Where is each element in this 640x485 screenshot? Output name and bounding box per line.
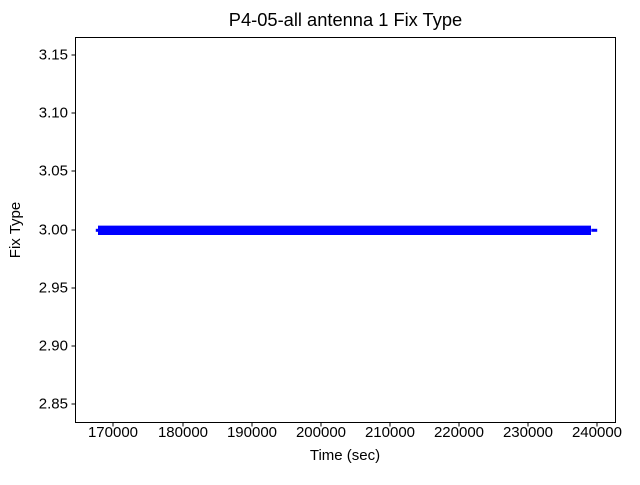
svg-text:240000: 240000 (572, 424, 622, 441)
svg-text:190000: 190000 (227, 424, 277, 441)
svg-text:3.05: 3.05 (39, 163, 68, 180)
svg-text:180000: 180000 (158, 424, 208, 441)
svg-text:2.90: 2.90 (39, 338, 68, 355)
svg-text:200000: 200000 (296, 424, 346, 441)
svg-text:2.85: 2.85 (39, 396, 68, 413)
svg-text:2.95: 2.95 (39, 280, 68, 297)
svg-text:3.15: 3.15 (39, 47, 68, 64)
svg-text:Time (sec): Time (sec) (310, 447, 380, 464)
svg-text:Fix Type: Fix Type (7, 202, 24, 258)
svg-text:3.10: 3.10 (39, 105, 68, 122)
svg-text:210000: 210000 (365, 424, 415, 441)
svg-text:220000: 220000 (434, 424, 484, 441)
svg-text:230000: 230000 (503, 424, 553, 441)
svg-text:170000: 170000 (88, 424, 138, 441)
svg-text:P4-05-all antenna 1 Fix Type: P4-05-all antenna 1 Fix Type (229, 9, 462, 30)
svg-text:3.00: 3.00 (39, 222, 68, 239)
